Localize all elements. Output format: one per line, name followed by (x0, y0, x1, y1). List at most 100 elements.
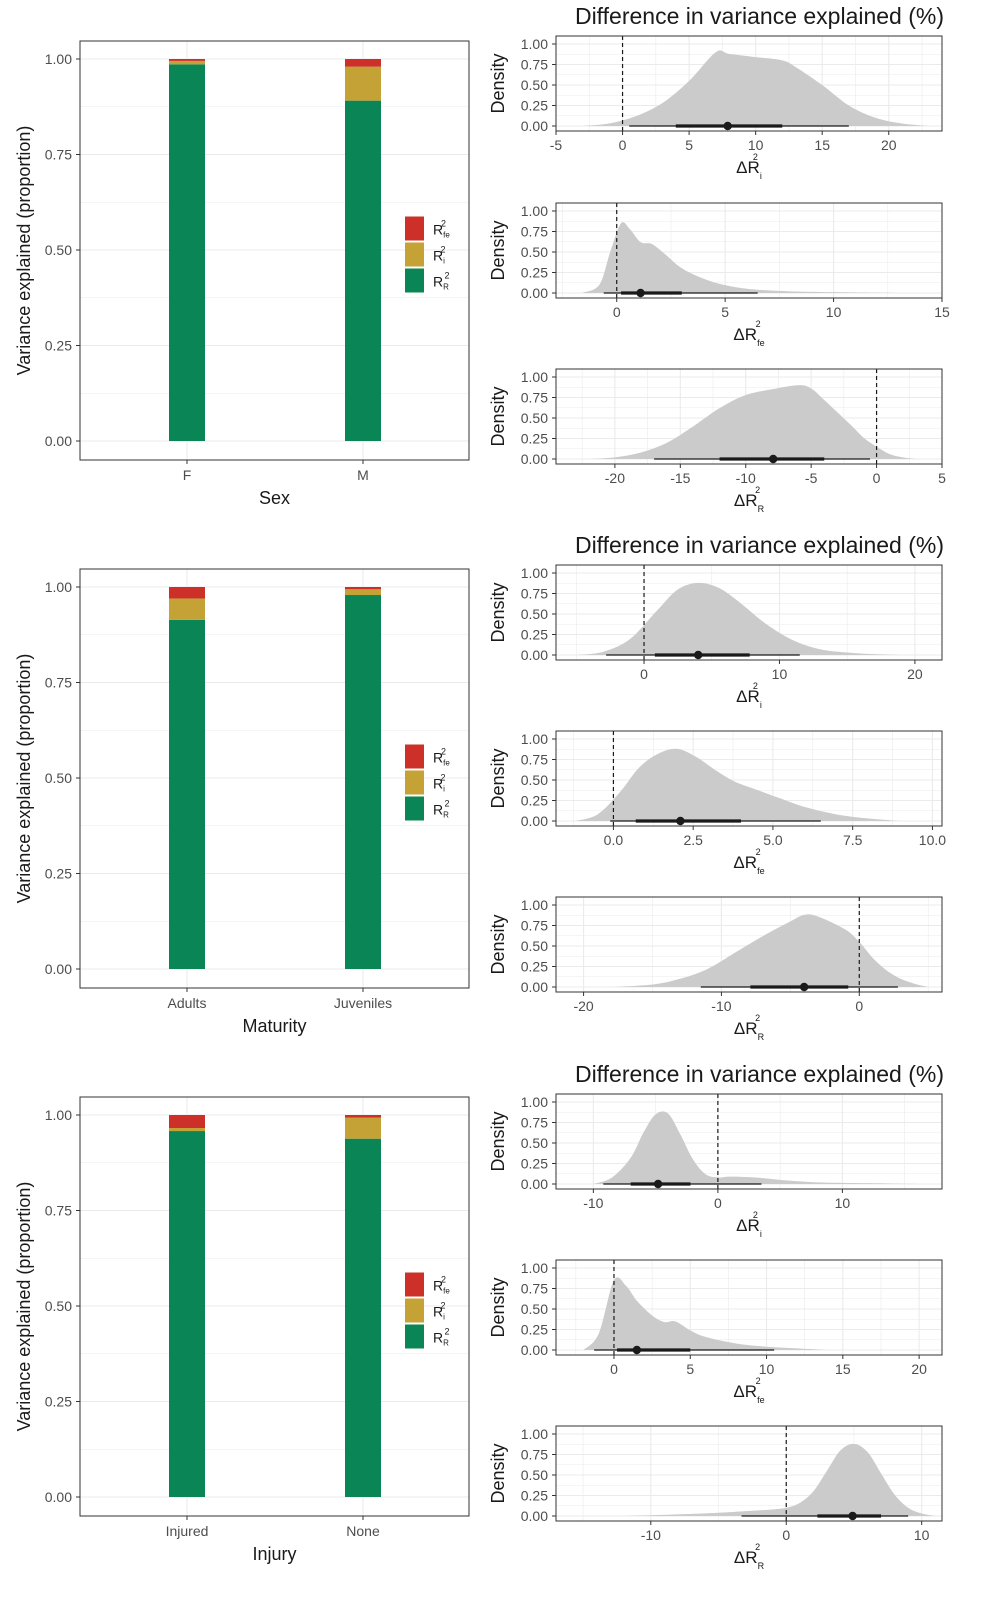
y-tick-label: 0.25 (45, 338, 72, 354)
bar-segment-i (345, 1117, 381, 1139)
legend-label-fe: Rfe 2 (433, 1275, 450, 1296)
legend-label-fe: Rfe 2 (433, 747, 450, 768)
axis-label-part: R (745, 491, 757, 510)
axis-label-part: R (748, 687, 760, 706)
axis-label-part: fe (757, 338, 765, 348)
axis-label-part: R (748, 158, 760, 177)
axis-label-part: 2 (755, 1542, 760, 1552)
axis-label-part: 2 (753, 1210, 758, 1220)
x-tick-label: 10 (772, 666, 788, 682)
y-tick-label: 0.00 (521, 979, 548, 995)
y-tick-label: 0.50 (521, 772, 548, 788)
x-tick-label: -10 (641, 1527, 661, 1543)
y-axis-title: Density (488, 1277, 508, 1337)
legend-sup: 2 (441, 245, 446, 255)
x-tick-label: 0 (640, 666, 648, 682)
x-axis-title: ΔRR2 (734, 1542, 765, 1571)
bar-segment-i (345, 589, 381, 596)
legend-sup: 2 (445, 271, 450, 281)
legend-sub: i (443, 785, 445, 794)
y-tick-label: 0.75 (521, 1447, 548, 1463)
y-tick-label: 0.00 (521, 1176, 548, 1192)
y-axis-title: Density (488, 1443, 508, 1503)
legend-sup: 2 (445, 1327, 450, 1337)
panel-border (79, 568, 470, 989)
y-tick-label: 0.50 (521, 1467, 548, 1483)
y-tick-label: 1.00 (45, 1107, 72, 1123)
axis-label-part: 2 (753, 681, 758, 691)
y-tick-label: 0.50 (521, 1135, 548, 1151)
axis-label-part: Δ (733, 853, 744, 872)
axis-label-part: fe (757, 866, 765, 876)
axis-label-part: R (745, 1019, 757, 1038)
x-tick-label: 15 (934, 304, 950, 320)
y-axis-title: Density (488, 386, 508, 446)
panel-border (555, 896, 943, 993)
density-area (593, 1111, 918, 1184)
y-tick-label: 0.75 (45, 675, 72, 691)
panel-border (555, 1093, 943, 1190)
legend-base: R (433, 802, 443, 818)
x-axis-title: ΔRR2 (734, 1013, 765, 1042)
axis-label-part: Δ (734, 1548, 745, 1567)
density-area (623, 1443, 936, 1516)
axis-label-part: 2 (756, 847, 761, 857)
axis-label-part: fe (757, 1395, 765, 1405)
x-tick-label: None (346, 1523, 380, 1539)
bar-segment-R (169, 1131, 205, 1497)
legend-base: R (433, 1278, 443, 1294)
legend-label-R: RR2 (433, 1327, 450, 1348)
y-tick-label: 0.25 (521, 793, 548, 809)
x-axis-title: ΔRi2 (736, 681, 762, 710)
axis-label-part: R (748, 1216, 760, 1235)
y-axis-title: Density (488, 582, 508, 642)
x-tick-label: 0 (714, 1195, 722, 1211)
x-tick-label: 0 (610, 1361, 618, 1377)
legend-label-i: Ri 2 (433, 245, 446, 266)
y-tick-label: 0.25 (521, 1156, 548, 1172)
y-tick-label: 0.75 (521, 918, 548, 934)
point-estimate (676, 816, 685, 826)
point-estimate (653, 1179, 663, 1189)
y-tick-label: 1.00 (521, 1426, 548, 1442)
panel-title: Difference in variance explained (%) (575, 1061, 944, 1087)
y-tick-label: 0.50 (45, 770, 72, 786)
legend-sub: R (443, 811, 449, 820)
y-tick-label: 0.00 (521, 647, 548, 663)
legend-sup: 2 (441, 1301, 446, 1311)
y-tick-label: 1.00 (521, 565, 548, 581)
axis-label-part: 2 (755, 485, 760, 495)
density-area (583, 1277, 828, 1350)
legend-key-R (405, 268, 424, 293)
y-tick-label: 0.50 (521, 410, 548, 426)
x-axis-title: ΔRi2 (736, 152, 762, 181)
x-tick-label: -15 (670, 470, 690, 486)
bar-segment-R (169, 64, 205, 442)
legend-key-fe (405, 744, 424, 769)
x-tick-label: 5.0 (763, 832, 783, 848)
axis-label-part: R (758, 1032, 765, 1042)
bar-segment-fe (345, 587, 381, 590)
panel-border (555, 368, 943, 465)
y-tick-label: 0.25 (521, 1488, 548, 1504)
x-tick-label: -5 (805, 470, 818, 486)
y-axis-title: Variance explained (proportion) (14, 654, 34, 904)
legend-sub: R (443, 283, 449, 292)
x-tick-label: -20 (573, 998, 593, 1014)
panel-background (556, 1094, 942, 1189)
y-tick-label: 0.50 (521, 1301, 548, 1317)
y-tick-label: 0.25 (521, 627, 548, 643)
y-tick-label: 0.50 (45, 242, 72, 258)
legend-sub: fe (443, 759, 450, 768)
y-tick-label: 1.00 (521, 203, 548, 219)
y-tick-label: 0.75 (521, 1281, 548, 1297)
legend-key-R (405, 1324, 424, 1349)
legend-base: R (433, 776, 443, 792)
legend-base: R (433, 222, 443, 238)
axis-label-part: Δ (733, 325, 744, 344)
y-tick-label: 0.50 (45, 1298, 72, 1314)
density-panel-sex-i: 0.00 0.25 0.50 0.75 1.00 -5 0 5 10 15 20 Density ΔRi… (488, 3, 944, 181)
x-tick-label: 15 (835, 1361, 851, 1377)
density-area (588, 385, 916, 459)
